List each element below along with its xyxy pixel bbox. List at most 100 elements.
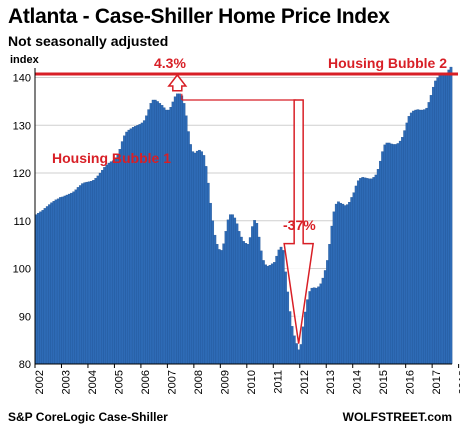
bar [418,109,422,365]
annotation-bubble1: Housing Bubble 1 [52,150,171,166]
bar [171,101,175,365]
bar [416,109,420,365]
bar [295,343,298,365]
bar [182,103,186,365]
bar [268,265,272,365]
bar [98,172,102,365]
bar [403,130,406,365]
bar [306,299,309,365]
bar [264,264,267,365]
annotations [35,72,458,344]
bar [292,335,296,365]
annotation-pct-down: -37% [283,217,316,233]
bar [43,208,47,365]
bar [52,201,56,365]
bar [76,187,80,365]
x-tick-label: 2014 [352,370,364,394]
bar [270,263,274,365]
bar [365,178,369,365]
bar [240,236,243,365]
bar [297,349,301,365]
bar [288,311,292,365]
y-tick-label: 90 [19,311,31,323]
bar [92,180,95,365]
x-tick-label: 2017 [431,370,443,394]
chart-title: Atlanta - Case-Shiller Home Price Index [8,5,390,28]
bar [118,149,122,365]
bar [184,115,188,365]
bar [370,178,373,365]
bar [427,102,431,365]
bar [409,112,413,365]
bar [387,142,391,365]
bar [425,107,429,365]
x-axis: 2002 2003 2004 2005 2006 2007 2008 2009 2010 2011… [34,68,460,394]
bar [321,277,325,365]
bar [116,154,120,365]
bar [211,220,215,365]
bar [67,193,71,365]
bar [189,144,192,365]
bar [262,260,265,365]
bar [202,155,206,365]
bar [114,158,117,365]
bar [434,80,437,365]
bar [356,180,360,365]
bar [167,109,170,365]
x-tick-label: 2006 [140,370,152,394]
bar [50,202,53,365]
bar [354,185,358,365]
bar [87,181,91,365]
bar [226,219,230,365]
bar [231,214,234,365]
bar [229,214,232,365]
bar [39,211,42,365]
bar [368,178,371,365]
bar [56,198,60,365]
bar [180,95,184,365]
bar [352,192,356,365]
bar [337,201,340,365]
bar [339,202,342,365]
bar [156,101,159,365]
bar [242,241,245,365]
bar [392,144,395,365]
bar [215,244,219,365]
bar [304,311,307,365]
bar [290,326,294,365]
bar [187,131,190,365]
y-tick-label: 80 [19,359,31,371]
bar [379,160,382,365]
bar [323,270,327,365]
bar [222,243,226,365]
bar [301,326,305,365]
bar [328,244,331,365]
bar [431,86,435,365]
bar [277,249,281,365]
bar [147,109,151,365]
bar [266,265,270,365]
bar [85,181,89,365]
bar [191,151,195,365]
bar [109,161,113,365]
x-tick-label: 2005 [113,370,125,394]
bar [63,195,67,365]
bar [401,137,404,365]
bar [334,203,338,365]
bar [390,143,393,365]
bar [405,122,409,365]
bar [198,149,201,365]
bar [220,250,223,365]
bar [429,95,433,365]
bar [65,194,69,365]
bar [178,93,181,365]
bar [374,174,378,365]
bar [299,344,303,365]
bar [345,204,349,365]
bar [438,75,442,365]
x-tick-label: 2015 [378,370,390,394]
bar [193,152,197,365]
bar [78,185,82,365]
bar [94,178,98,365]
